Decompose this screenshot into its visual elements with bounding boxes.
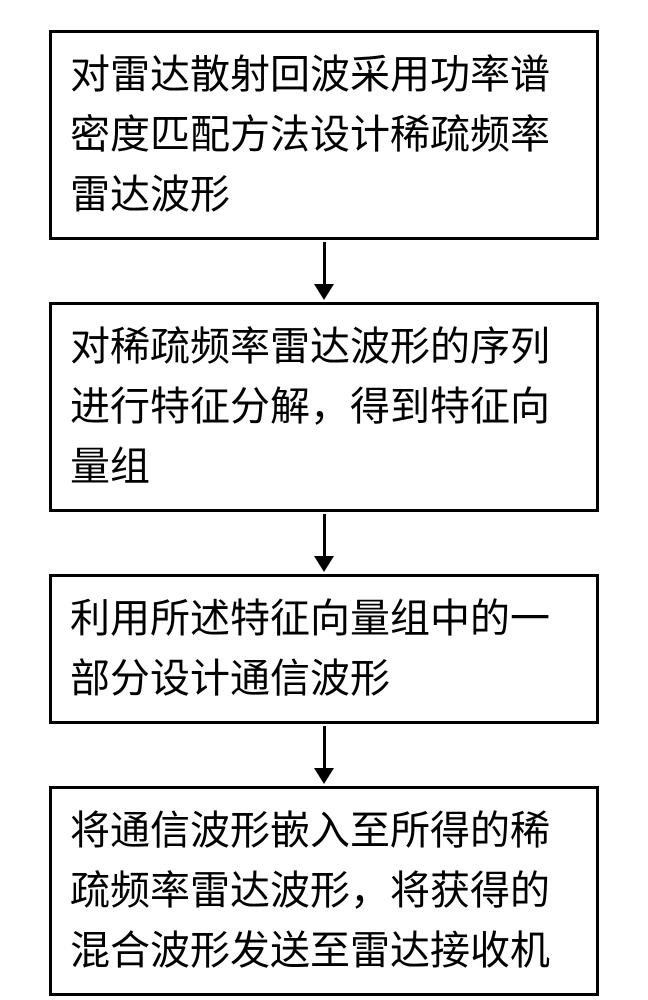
- step-3-line-1: 利用所述特征向量组中的一: [70, 589, 578, 649]
- step-4-line-2: 疏频率雷达波形，将获得的: [70, 861, 578, 921]
- arrow-head-icon: [314, 768, 334, 784]
- arrow-head-icon: [314, 556, 334, 572]
- arrow-1-2: [314, 240, 334, 302]
- step-1-line-3: 雷达波形: [70, 165, 578, 225]
- step-2-line-2: 进行特征分解，得到特征向: [70, 377, 578, 437]
- arrow-line-icon: [323, 514, 326, 556]
- arrow-3-4: [314, 724, 334, 786]
- step-3-line-2: 部分设计通信波形: [70, 649, 578, 709]
- step-2-line-1: 对稀疏频率雷达波形的序列: [70, 317, 578, 377]
- flowchart-step-4: 将通信波形嵌入至所得的稀 疏频率雷达波形，将获得的 混合波形发送至雷达接收机: [49, 786, 599, 996]
- arrow-line-icon: [323, 242, 326, 284]
- arrow-2-3: [314, 512, 334, 574]
- flowchart-step-3: 利用所述特征向量组中的一 部分设计通信波形: [49, 574, 599, 724]
- flowchart-container: 对雷达散射回波采用功率谱 密度匹配方法设计稀疏频率 雷达波形 对稀疏频率雷达波形…: [0, 30, 648, 996]
- step-4-line-3: 混合波形发送至雷达接收机: [70, 921, 578, 981]
- step-1-line-1: 对雷达散射回波采用功率谱: [70, 45, 578, 105]
- step-2-line-3: 量组: [70, 437, 578, 497]
- step-1-line-2: 密度匹配方法设计稀疏频率: [70, 105, 578, 165]
- arrow-head-icon: [314, 284, 334, 300]
- arrow-line-icon: [323, 726, 326, 768]
- step-4-line-1: 将通信波形嵌入至所得的稀: [70, 801, 578, 861]
- flowchart-step-1: 对雷达散射回波采用功率谱 密度匹配方法设计稀疏频率 雷达波形: [49, 30, 599, 240]
- flowchart-step-2: 对稀疏频率雷达波形的序列 进行特征分解，得到特征向 量组: [49, 302, 599, 512]
